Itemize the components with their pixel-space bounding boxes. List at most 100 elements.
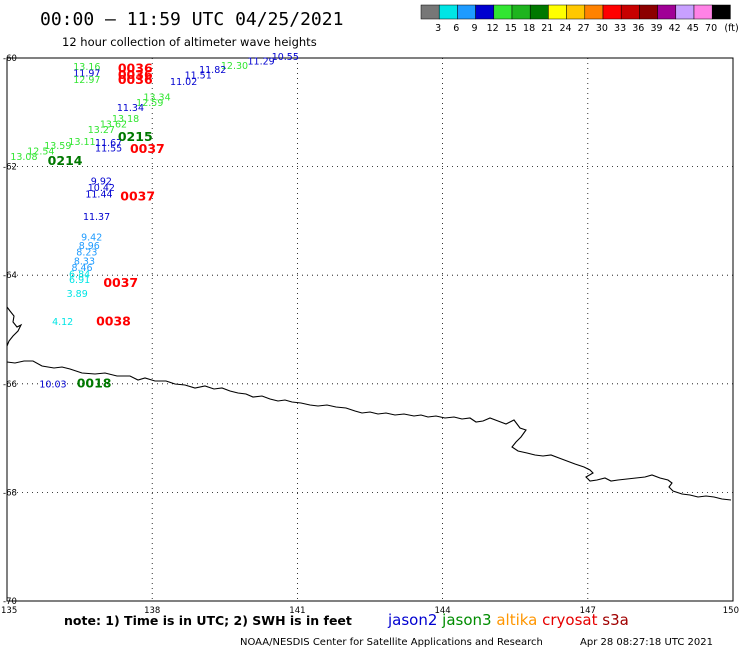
color-scale-label: 3 (435, 23, 441, 34)
pass-time-label: 0037 (103, 275, 138, 290)
satellite-cryosat: cryosat (537, 611, 597, 629)
wave-height-label: 11.67 (95, 138, 122, 149)
wave-height-label: 12.59 (136, 98, 163, 109)
pass-time-label: 0036 (118, 61, 153, 76)
wave-height-label: 10.03 (39, 380, 66, 391)
map-frame (6, 57, 734, 602)
color-scale-swatch (438, 4, 458, 20)
wave-height-label: 9.92 (91, 177, 112, 188)
footer-credit: NOAA/NESDIS Center for Satellite Applica… (240, 637, 543, 648)
wave-height-label: 10.42 (88, 183, 115, 194)
color-scale-swatch (639, 4, 658, 20)
longitude-label: 141 (289, 606, 305, 616)
wave-height-label: 13.34 (143, 92, 170, 103)
color-scale-swatch (457, 4, 476, 20)
wave-height-label: 8.23 (76, 248, 97, 259)
color-scale-swatch (584, 4, 604, 20)
wave-height-label: 3.89 (67, 289, 88, 300)
color-scale-label: 24 (559, 23, 571, 34)
wave-height-label: 8.33 (74, 256, 95, 267)
color-scale-swatch (548, 4, 567, 20)
wave-height-label: 6.91 (69, 275, 90, 286)
wave-height-color-scale: 3 6 9 12 15 18 21 24 27 30 33 36 39 42 45 70 (ft) (420, 4, 739, 34)
map-title: 00:00 – 11:59 UTC 04/25/2021 (40, 9, 343, 30)
color-scale-label: 21 (541, 23, 553, 34)
color-scale-label: 9 (471, 23, 477, 34)
wave-height-label: 11.37 (83, 212, 110, 223)
pass-time-label: 0036 (118, 72, 153, 87)
satellite-s3a: s3a (598, 611, 629, 629)
wave-height-label: 13.59 (44, 141, 71, 152)
color-scale-label: 15 (505, 23, 517, 34)
color-scale-swatch (693, 4, 713, 20)
wave-height-label: 4.12 (52, 317, 73, 328)
color-scale-swatch (657, 4, 677, 20)
color-scale-swatch (475, 4, 495, 20)
wave-height-label: 8.46 (71, 263, 92, 274)
color-scale-swatch (493, 4, 513, 20)
footer-note: note: 1) Time is in UTC; 2) SWH is in fe… (64, 613, 352, 628)
color-scale-swatch (529, 4, 549, 20)
wave-height-label: 11.34 (117, 103, 144, 114)
wave-height-label: 12.97 (73, 75, 100, 86)
color-scale-unit: (ft) (724, 23, 738, 34)
color-scale-label: 33 (614, 23, 626, 34)
color-scale-label: 6 (453, 23, 459, 34)
footer-timestamp: Apr 28 08:27:18 UTC 2021 (580, 637, 713, 648)
color-scale-label: 36 (632, 23, 644, 34)
wave-height-label: 8.96 (79, 241, 100, 252)
latitude-label: -70 (3, 597, 17, 607)
color-scale-label: 70 (705, 23, 717, 34)
pass-time-label: 0214 (48, 153, 83, 168)
color-scale-swatch (511, 4, 531, 20)
color-scale-label: 42 (669, 23, 681, 34)
latitude-label: -60 (3, 54, 17, 64)
wave-height-label: 13.11 (68, 137, 95, 148)
longitude-label: 144 (434, 606, 450, 616)
pass-time-label: 0215 (118, 129, 153, 144)
map-subtitle: 12 hour collection of altimeter wave hei… (62, 35, 317, 49)
latitude-label: -68 (3, 488, 17, 498)
color-scale-swatch (566, 4, 586, 20)
pass-time-label: 0037 (120, 188, 155, 203)
antarctic-coastline (6, 306, 732, 501)
satellite-jason2: jason2 (387, 611, 437, 629)
color-scale-label: 12 (487, 23, 499, 34)
wave-height-label: 12.30 (221, 61, 248, 72)
longitude-label: 150 (723, 606, 739, 616)
color-scale-label: 18 (523, 23, 535, 34)
wave-height-label: 11.82 (199, 65, 226, 76)
wave-height-label: 13.27 (88, 125, 115, 136)
longitude-label: 135 (1, 606, 17, 616)
pass-time-label: 0038 (96, 314, 131, 329)
wave-height-label: 13.62 (100, 120, 127, 131)
color-scale-label: 45 (687, 23, 699, 34)
wave-height-label: 11.51 (185, 71, 212, 82)
color-scale-swatch (620, 4, 640, 20)
latitude-label: -66 (3, 380, 17, 390)
satellite-altika: altika (492, 611, 538, 629)
color-scale-swatch (711, 4, 731, 20)
latitude-label: -62 (3, 163, 17, 173)
wave-height-label: 13.08 (10, 152, 37, 163)
color-scale-label: 30 (596, 23, 608, 34)
longitude-label: 138 (144, 606, 160, 616)
color-scale-label: 39 (650, 23, 662, 34)
wave-height-label: 6.84 (69, 269, 90, 280)
wave-height-label: 11.29 (247, 57, 274, 68)
wave-height-label: 9.42 (81, 232, 102, 243)
wave-height-label: 11.97 (73, 68, 100, 79)
wave-height-label: 11.44 (85, 190, 112, 201)
satellite-jason3: jason3 (437, 611, 491, 629)
pass-time-label: 0036 (118, 67, 153, 82)
color-scale-swatch (602, 4, 622, 20)
wave-height-label: 12.54 (27, 147, 54, 158)
color-scale-swatch (675, 4, 695, 20)
longitude-label: 147 (580, 606, 596, 616)
wave-height-label: 11.02 (170, 77, 197, 88)
wave-height-label: 10.55 (272, 52, 299, 63)
color-scale-label: 27 (578, 23, 590, 34)
